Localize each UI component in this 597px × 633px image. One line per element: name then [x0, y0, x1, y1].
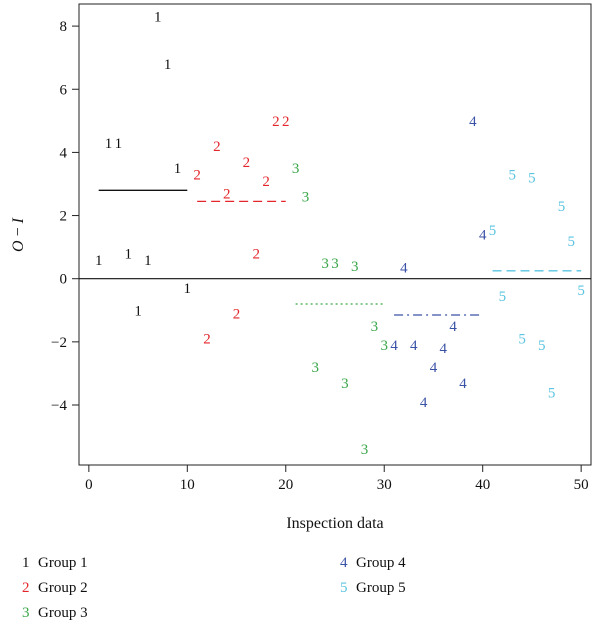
data-point-group-3: 3	[331, 256, 339, 272]
data-point-group-2: 2	[213, 139, 221, 155]
data-point-group-3: 3	[341, 376, 349, 392]
y-tick-label: −4	[51, 398, 67, 414]
data-point-group-1: 1	[134, 303, 142, 319]
data-point-group-4: 4	[420, 395, 428, 411]
data-point-group-4: 4	[459, 376, 467, 392]
data-point-group-2: 2	[193, 168, 201, 184]
x-axis-title: Inspection data	[286, 515, 383, 532]
data-point-group-2: 2	[282, 114, 290, 130]
y-axis-title-sub: I	[10, 217, 27, 224]
data-point-group-1: 1	[184, 281, 192, 297]
data-point-group-5: 5	[508, 168, 516, 184]
data-point-group-5: 5	[538, 338, 546, 354]
y-axis-title-sep: −	[10, 223, 27, 240]
data-point-group-1: 1	[164, 57, 172, 73]
data-point-group-5: 5	[568, 234, 576, 250]
y-axis-ticks: 8 6 4 2 0 −2 −4	[51, 19, 79, 414]
data-point-group-2: 2	[252, 246, 260, 262]
y-axis-title: O − I	[10, 217, 27, 252]
data-point-group-1: 1	[174, 161, 182, 177]
x-tick-label: 10	[180, 477, 195, 493]
data-point-group-4: 4	[430, 360, 438, 376]
data-point-group-3: 3	[351, 259, 359, 275]
data-point-group-5: 5	[558, 199, 566, 215]
data-point-group-5: 5	[577, 283, 585, 299]
data-point-group-4: 4	[469, 114, 477, 130]
data-point-group-5: 5	[548, 385, 556, 401]
group-mean-lines	[98, 189, 582, 316]
data-point-group-2: 2	[233, 306, 241, 322]
data-point-group-4: 4	[400, 261, 408, 277]
y-tick-label: 6	[60, 82, 68, 98]
x-tick-label: 40	[475, 477, 490, 493]
x-tick-label: 30	[377, 477, 392, 493]
data-point-group-5: 5	[518, 332, 526, 348]
y-tick-label: 4	[60, 145, 68, 161]
data-point-group-1: 1	[105, 136, 113, 152]
data-point-group-1: 1	[154, 10, 162, 26]
data-point-group-2: 2	[243, 155, 251, 171]
y-tick-label: 8	[60, 19, 68, 35]
data-point-group-1: 1	[95, 253, 103, 269]
x-tick-label: 20	[278, 477, 293, 493]
data-point-group-1: 1	[115, 136, 123, 152]
data-point-group-3: 3	[361, 442, 369, 458]
x-tick-label: 0	[85, 477, 93, 493]
y-tick-label: −2	[51, 335, 67, 351]
data-point-group-2: 2	[203, 332, 211, 348]
data-point-group-1: 1	[144, 253, 152, 269]
data-point-group-4: 4	[440, 341, 448, 357]
data-point-group-5: 5	[489, 223, 497, 239]
data-point-group-5: 5	[528, 171, 536, 187]
data-point-group-5: 5	[499, 289, 507, 305]
x-axis-ticks: 0 10 20 30 40 50	[85, 465, 589, 493]
data-point-group-3: 3	[312, 360, 320, 376]
data-point-group-3: 3	[321, 256, 329, 272]
y-tick-label: 0	[60, 272, 68, 288]
data-point-group-3: 3	[380, 338, 388, 354]
data-point-group-4: 4	[449, 319, 457, 335]
plot-frame	[78, 3, 592, 466]
data-point-group-2: 2	[262, 174, 270, 190]
x-tick-label: 50	[574, 477, 589, 493]
data-point-group-4: 4	[479, 228, 487, 244]
data-point-group-1: 1	[124, 246, 132, 262]
y-tick-label: 2	[60, 209, 68, 225]
data-point-group-2: 2	[223, 186, 231, 202]
y-axis-title-main: O	[10, 240, 27, 252]
data-point-group-3: 3	[292, 161, 300, 177]
data-point-group-4: 4	[390, 338, 398, 354]
data-point-group-3: 3	[371, 319, 379, 335]
data-point-group-4: 4	[410, 338, 418, 354]
data-point-group-3: 3	[302, 190, 310, 206]
data-point-group-2: 2	[272, 114, 280, 130]
